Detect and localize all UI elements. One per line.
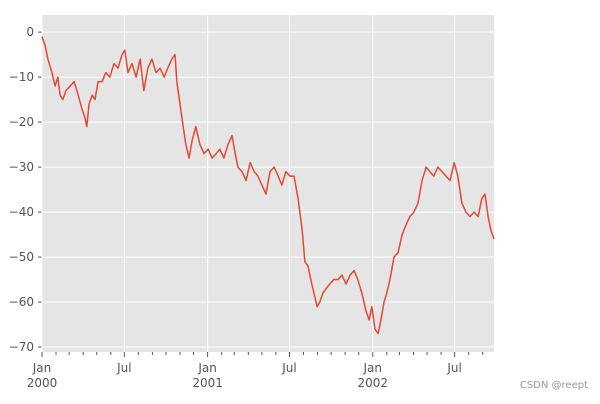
x-tick-label: Jan 2000 bbox=[27, 361, 58, 390]
y-tick-label: −40 bbox=[9, 205, 34, 219]
y-tick-label: −60 bbox=[9, 295, 34, 309]
x-tick-label: Jul bbox=[281, 361, 296, 375]
data-line bbox=[41, 36, 495, 335]
watermark: CSDN @reept bbox=[520, 380, 588, 391]
x-tick-label: Jul bbox=[446, 361, 461, 375]
y-tick-label: −30 bbox=[9, 160, 34, 174]
y-tick-label: −70 bbox=[9, 340, 34, 354]
y-tick-label: 0 bbox=[26, 25, 34, 39]
y-tick-label: −20 bbox=[9, 115, 34, 129]
x-tick-label: Jan 2001 bbox=[192, 361, 223, 390]
x-tick-label: Jul bbox=[116, 361, 131, 375]
y-tick-label: −50 bbox=[9, 250, 34, 264]
x-tick-label: Jan 2002 bbox=[357, 361, 388, 390]
y-tick-label: −10 bbox=[9, 70, 34, 84]
